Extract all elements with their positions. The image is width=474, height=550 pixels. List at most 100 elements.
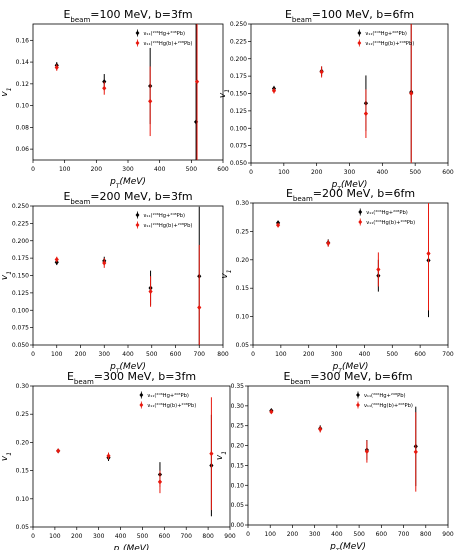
chart-title: Ebeam=300 MeV, b=3fm bbox=[67, 370, 196, 386]
chart-panel-6: Ebeam=300 MeV, b=6fm 0 100 200 300 400 500 600 7… bbox=[215, 370, 454, 550]
y-tick-label: 0.050 bbox=[230, 160, 247, 167]
chart-title: Ebeam=200 MeV, b=3fm bbox=[63, 190, 192, 206]
data-point-s2 bbox=[271, 88, 277, 94]
x-tick-label: 500 bbox=[353, 531, 365, 538]
y-tick-label: 0.16 bbox=[16, 37, 30, 44]
legend-label: ν₁₁(²⁰⁶Hg+²⁰⁸Pb) bbox=[364, 393, 406, 399]
x-tick-label: 0 bbox=[31, 166, 35, 173]
y-tick-label: 0.250 bbox=[230, 21, 247, 28]
x-tick-label: 900 bbox=[224, 533, 236, 540]
x-tick-label: 900 bbox=[442, 531, 454, 538]
x-tick-label: 300 bbox=[344, 169, 356, 176]
y-axis-label: v1 bbox=[215, 451, 228, 460]
data-point-s2 bbox=[197, 304, 202, 311]
x-tick-label: 100 bbox=[264, 531, 276, 538]
data-point-s2 bbox=[413, 449, 418, 455]
data-point-s2 bbox=[364, 448, 369, 455]
x-tick-label: 200 bbox=[287, 531, 299, 538]
y-tick-label: 0.25 bbox=[16, 411, 30, 418]
legend-label: ν₁₁(²⁰⁶Hg(b)+²⁰⁸Pb) bbox=[364, 403, 413, 409]
legend-label: ν₁₁(²⁰⁶Hg+²⁰⁸Pb) bbox=[365, 31, 407, 37]
y-tick-label: 0.250 bbox=[12, 203, 29, 210]
y-tick-label: 0.14 bbox=[16, 59, 30, 66]
y-tick-label: 0.10 bbox=[16, 496, 30, 503]
x-tick-label: 400 bbox=[359, 351, 371, 358]
y-tick-label: 0.12 bbox=[16, 81, 30, 88]
x-tick-label: 300 bbox=[122, 166, 134, 173]
x-tick-label: 700 bbox=[398, 531, 410, 538]
y-tick-label: 0.30 bbox=[236, 200, 250, 207]
x-tick-label: 200 bbox=[71, 533, 83, 540]
chart-panel-4: Ebeam=200 MeV, b=6fm 0 100 200 300 400 500 600 7… bbox=[220, 187, 454, 375]
y-tick-label: 0.00 bbox=[231, 522, 245, 529]
data-point-s2 bbox=[56, 448, 61, 454]
y-tick-label: 0.30 bbox=[16, 383, 30, 390]
data-point-s2 bbox=[148, 98, 153, 104]
x-tick-label: 0 bbox=[31, 351, 35, 358]
plot-frame bbox=[250, 23, 449, 164]
y-tick-label: 0.10 bbox=[16, 103, 30, 110]
x-tick-label: 400 bbox=[154, 166, 166, 173]
x-axis-label: pT(MeV) bbox=[329, 542, 366, 550]
legend-label: ν₁₁(²⁰⁶Hg(b)+²⁰⁸Pb) bbox=[365, 41, 414, 47]
legend-label: ν₁₁(²⁰⁶Hg(b)+²⁰⁸Pb) bbox=[144, 223, 193, 229]
x-tick-label: 100 bbox=[59, 166, 71, 173]
data-point-s2 bbox=[102, 260, 107, 266]
x-tick-label: 0 bbox=[251, 351, 255, 358]
x-tick-label: 100 bbox=[278, 169, 290, 176]
data-point-s2 bbox=[157, 479, 163, 485]
y-tick-label: 0.05 bbox=[231, 502, 245, 509]
x-tick-label: 600 bbox=[217, 166, 229, 173]
y-axis-label: v1 bbox=[0, 271, 13, 280]
x-axis-label: pT(MeV) bbox=[332, 362, 369, 375]
y-tick-label: 0.175 bbox=[230, 73, 247, 80]
y-tick-label: 0.175 bbox=[12, 255, 29, 262]
data-point-s2 bbox=[326, 240, 331, 246]
x-tick-label: 700 bbox=[442, 351, 454, 358]
plot-frame bbox=[32, 23, 224, 161]
data-point-s2 bbox=[102, 85, 107, 91]
chart-title: Ebeam=100 MeV, b=6fm bbox=[285, 8, 414, 24]
y-axis-label: v1 bbox=[0, 87, 13, 96]
y-tick-label: 0.075 bbox=[230, 143, 247, 150]
data-point-s2 bbox=[269, 409, 274, 415]
x-tick-label: 600 bbox=[170, 351, 182, 358]
x-axis-label: pT(MeV) bbox=[113, 544, 150, 550]
legend-label: ν₁₁(²⁰⁶Hg+²⁰⁸Pb) bbox=[147, 393, 189, 399]
x-tick-label: 0 bbox=[246, 531, 250, 538]
x-tick-label: 100 bbox=[51, 351, 63, 358]
x-tick-label: 0 bbox=[249, 169, 253, 176]
y-tick-label: 0.050 bbox=[12, 342, 29, 349]
data-point-s2 bbox=[209, 451, 214, 457]
x-axis-label: pT(MeV) bbox=[109, 177, 146, 190]
y-tick-label: 0.15 bbox=[231, 462, 245, 469]
data-point-s2 bbox=[426, 250, 431, 257]
plot-frame bbox=[32, 205, 224, 346]
x-axis-label: pT(MeV) bbox=[331, 180, 368, 193]
y-tick-label: 0.05 bbox=[16, 524, 30, 531]
x-tick-label: 300 bbox=[331, 351, 343, 358]
x-tick-label: 800 bbox=[420, 531, 432, 538]
y-tick-label: 0.15 bbox=[236, 285, 250, 292]
data-point-s2 bbox=[194, 79, 200, 85]
x-tick-label: 600 bbox=[414, 351, 426, 358]
data-point-s2 bbox=[54, 256, 59, 263]
x-tick-label: 600 bbox=[376, 531, 388, 538]
plot-frame bbox=[252, 202, 449, 346]
x-tick-label: 600 bbox=[442, 169, 454, 176]
legend-label: ν₁₁(²⁰⁶Hg(b)+²⁰⁸Pb) bbox=[366, 220, 415, 226]
y-tick-label: 0.125 bbox=[12, 290, 29, 297]
x-tick-label: 400 bbox=[122, 351, 134, 358]
y-tick-label: 0.075 bbox=[12, 325, 29, 332]
x-tick-label: 300 bbox=[93, 533, 105, 540]
data-point-s2 bbox=[376, 266, 381, 273]
y-tick-label: 0.100 bbox=[230, 125, 247, 132]
legend-label: ν₁₁(²⁰⁶Hg+²⁰⁸Pb) bbox=[144, 31, 186, 37]
y-tick-label: 0.25 bbox=[231, 423, 245, 430]
y-axis-label: v1 bbox=[0, 452, 13, 461]
y-tick-label: 0.200 bbox=[12, 238, 29, 245]
x-tick-label: 500 bbox=[387, 351, 399, 358]
x-tick-label: 200 bbox=[303, 351, 315, 358]
data-point-s2 bbox=[54, 64, 59, 71]
